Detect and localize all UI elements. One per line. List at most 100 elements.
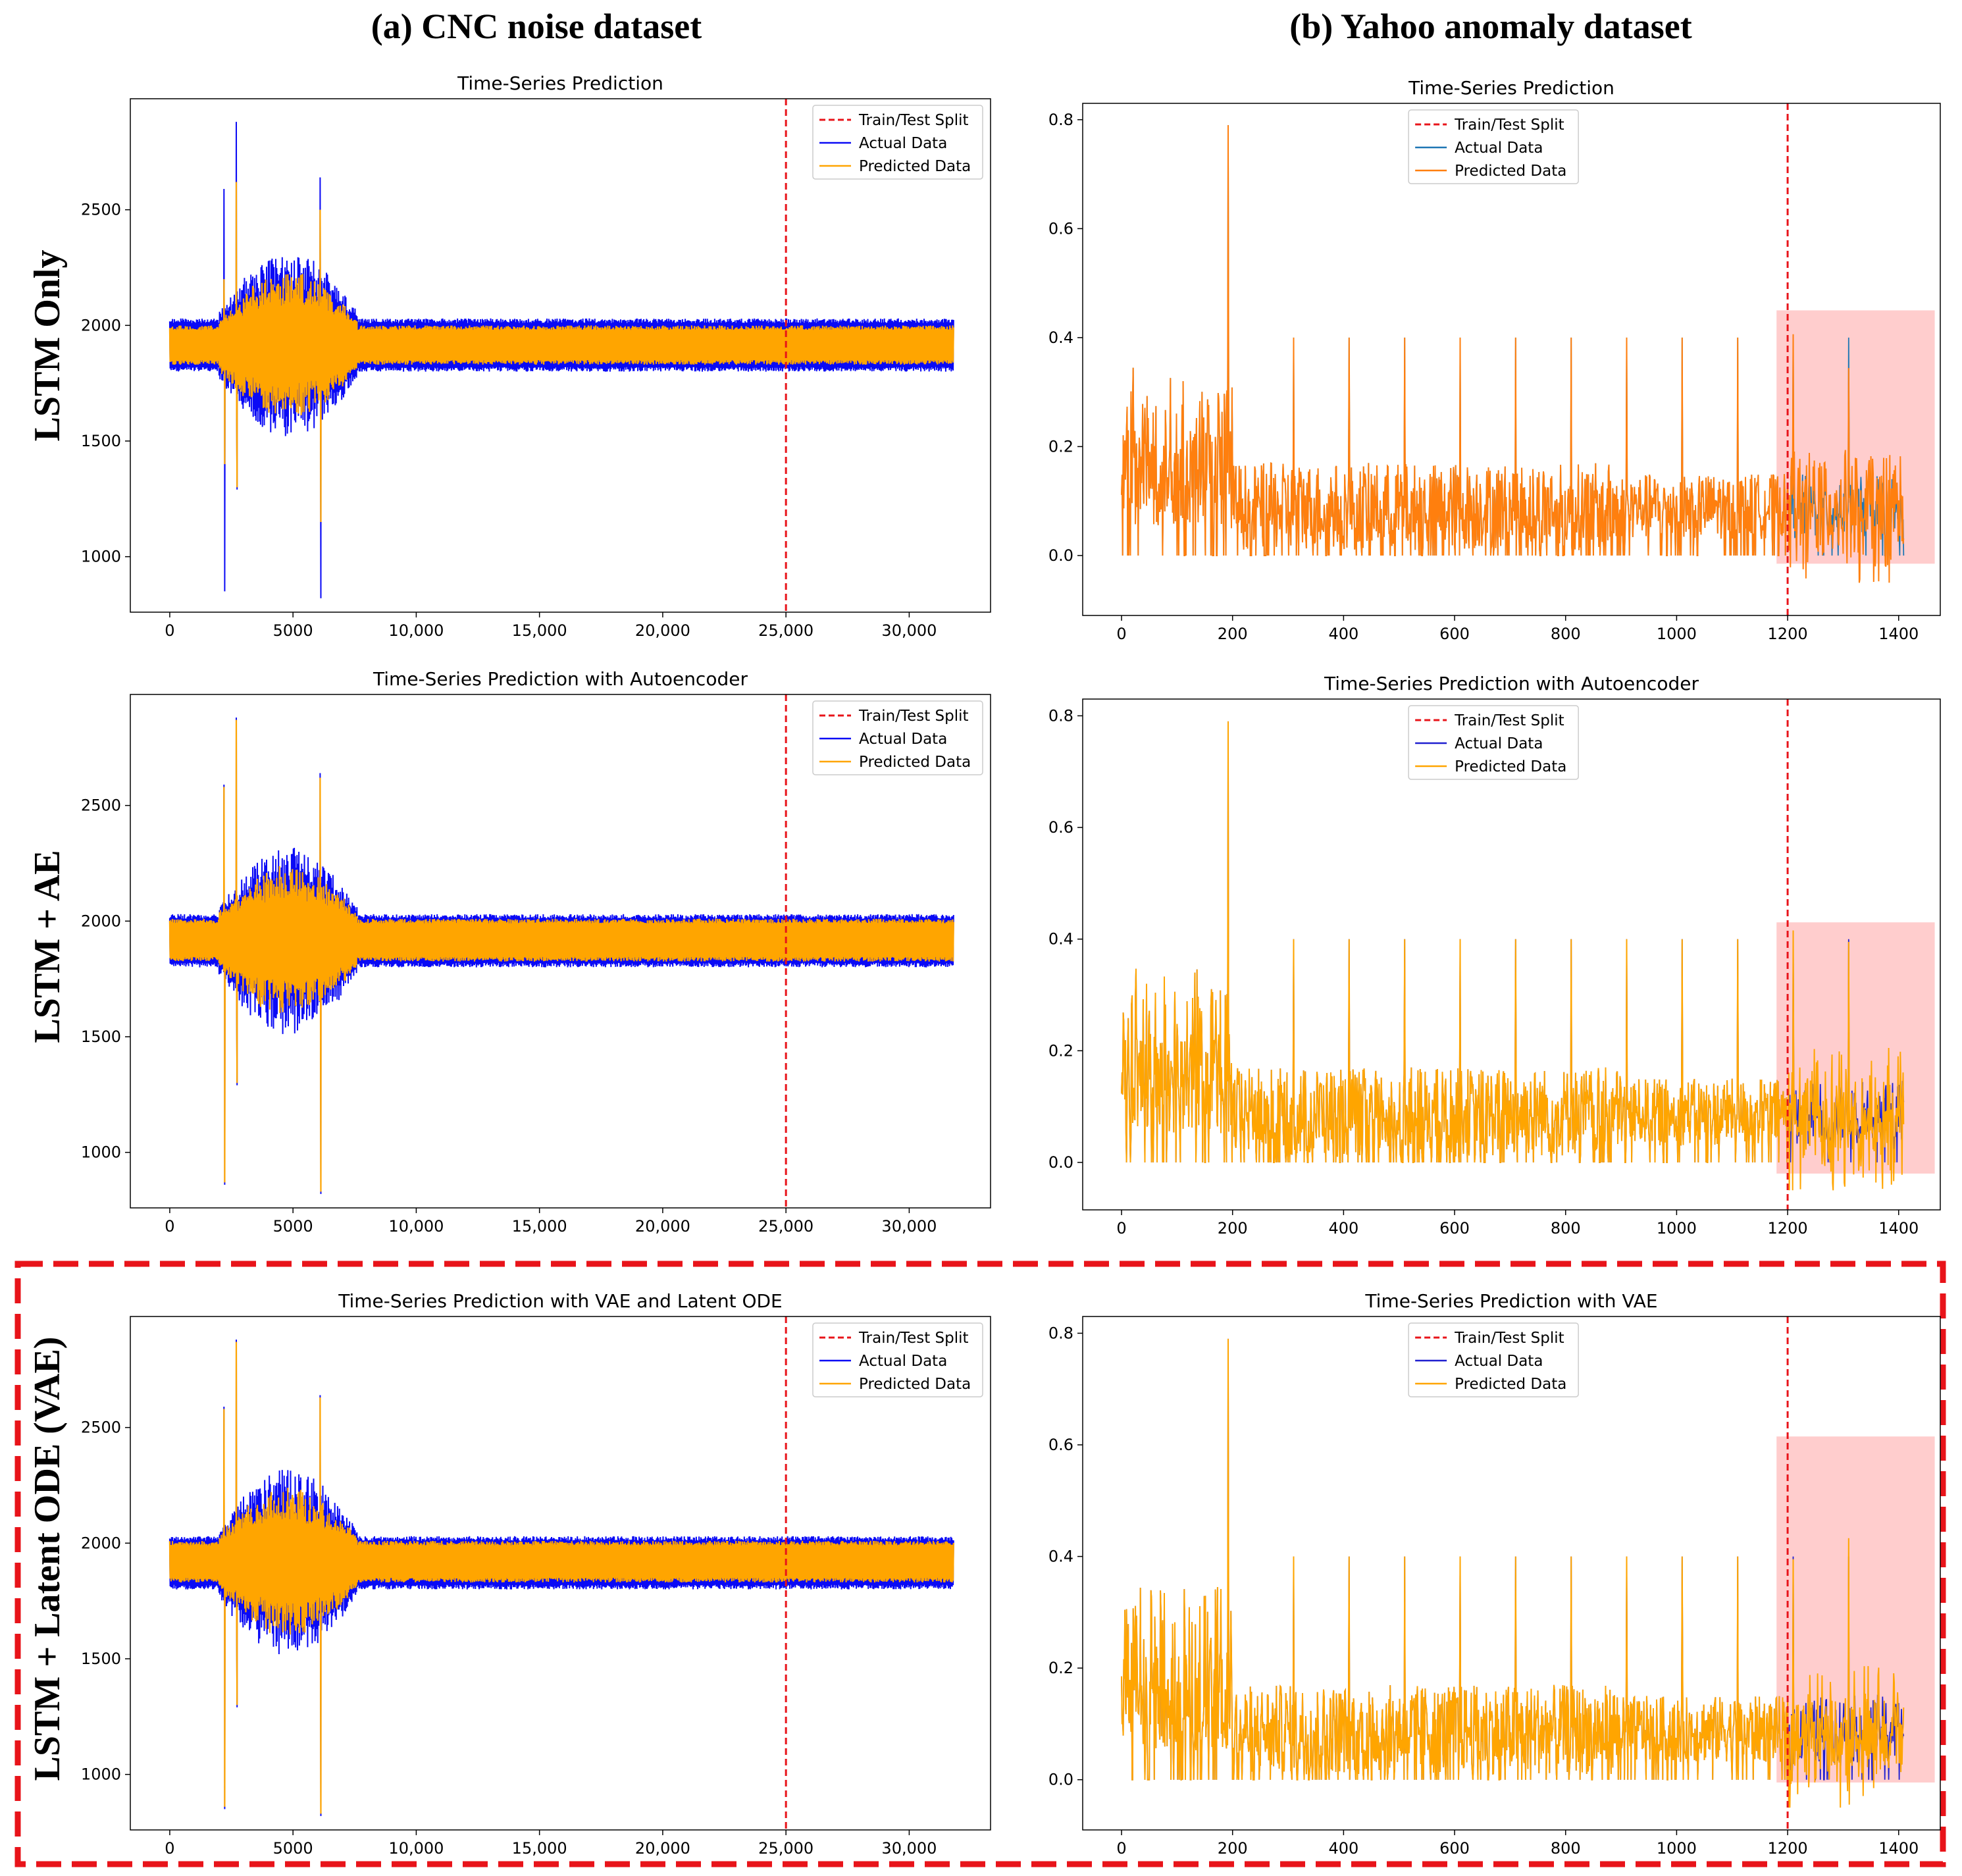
x-tick-label: 0 xyxy=(165,621,174,640)
x-tick-label: 600 xyxy=(1439,1839,1470,1858)
y-tick-label: 1500 xyxy=(81,432,121,450)
x-tick-label: 1200 xyxy=(1768,625,1808,643)
x-tick-label: 600 xyxy=(1439,625,1470,643)
x-tick-label: 600 xyxy=(1439,1219,1470,1238)
x-tick-label: 25,000 xyxy=(758,1217,813,1236)
chart-cnc-lstm-only: Time-Series Prediction 0 5000 10,000 15,000 2… xyxy=(81,72,991,640)
y-tick-label: 0.6 xyxy=(1048,818,1073,837)
plot-frame xyxy=(1082,698,1941,1211)
x-tick-label: 0 xyxy=(1116,1839,1126,1858)
x-tick-label: 800 xyxy=(1551,1219,1581,1238)
legend-entry-predicted: Predicted Data xyxy=(1455,758,1566,775)
x-tick-label: 0 xyxy=(1116,1219,1126,1238)
legend-entry-actual: Actual Data xyxy=(859,135,947,152)
x-tick-label: 30,000 xyxy=(881,1839,937,1858)
x-tick-label: 20,000 xyxy=(635,621,690,640)
x-tick-label: 0 xyxy=(1116,625,1126,643)
x-tick-label: 1000 xyxy=(1657,625,1697,643)
x-tick-label: 20,000 xyxy=(635,1217,690,1236)
x-tick-label: 1000 xyxy=(1657,1219,1697,1238)
chart-yahoo-lstm-ae: Time-Series Prediction with Autoencoder 0… xyxy=(1048,673,1941,1238)
chart-title: Time-Series Prediction with VAE and Late… xyxy=(338,1290,783,1312)
x-tick-label: 200 xyxy=(1218,1839,1248,1858)
x-tick-label: 10,000 xyxy=(388,621,444,640)
plot-frame xyxy=(130,694,991,1209)
x-tick-label: 1400 xyxy=(1878,1839,1919,1858)
y-tick-label: 0.2 xyxy=(1048,1041,1073,1060)
y-tick-label: 0.0 xyxy=(1048,546,1073,565)
y-tick-label: 1000 xyxy=(81,548,121,566)
series-predicted-line xyxy=(168,719,954,1192)
column-title-yahoo: (b) Yahoo anomaly dataset xyxy=(1289,7,1692,46)
y-tick-label: 0.6 xyxy=(1048,219,1073,238)
y-tick-label: 0.2 xyxy=(1048,1659,1073,1677)
y-tick-label: 0.2 xyxy=(1048,437,1073,456)
legend-entry-actual: Actual Data xyxy=(859,1353,947,1370)
series-predicted-line xyxy=(168,182,954,523)
x-tick-label: 20,000 xyxy=(635,1839,690,1858)
y-tick-label: 2500 xyxy=(81,796,121,815)
y-tick-label: 1500 xyxy=(81,1028,121,1046)
legend-entry-split: Train/Test Split xyxy=(1454,117,1564,134)
legend-entry-actual: Actual Data xyxy=(1455,140,1543,157)
row-label-lstm-only: LSTM Only xyxy=(27,250,68,442)
legend-box xyxy=(1408,705,1579,780)
x-tick-label: 400 xyxy=(1328,625,1358,643)
y-tick-label: 0.4 xyxy=(1048,328,1073,347)
legend-entry-predicted: Predicted Data xyxy=(1455,163,1566,180)
legend-entry-actual: Actual Data xyxy=(1455,1353,1543,1370)
legend-box xyxy=(812,700,983,775)
row-label-lstm-latent-ode: LSTM + Latent ODE (VAE) xyxy=(27,1337,68,1781)
chart-title: Time-Series Prediction with Autoencoder xyxy=(1324,673,1699,694)
x-tick-label: 800 xyxy=(1551,625,1581,643)
x-tick-label: 1400 xyxy=(1878,1219,1919,1238)
x-tick-label: 15,000 xyxy=(512,1839,567,1858)
highlight-dashed-frame xyxy=(14,1261,1946,1867)
chart-title: Time-Series Prediction xyxy=(457,72,663,94)
x-tick-label: 15,000 xyxy=(512,1217,567,1236)
y-tick-label: 0.4 xyxy=(1048,1548,1073,1566)
legend-entry-split: Train/Test Split xyxy=(858,708,969,725)
y-tick-label: 0.8 xyxy=(1048,1324,1073,1342)
x-tick-label: 200 xyxy=(1218,1219,1248,1238)
row-label-lstm-ae: LSTM + AE xyxy=(27,850,68,1043)
legend-entry-split: Train/Test Split xyxy=(1454,712,1564,729)
x-tick-label: 30,000 xyxy=(881,621,937,640)
column-title-cnc: (a) CNC noise dataset xyxy=(371,7,702,46)
y-tick-label: 0.0 xyxy=(1048,1153,1073,1172)
chart-title: Time-Series Prediction xyxy=(1408,77,1614,99)
chart-cnc-lstm-vae-latent-ode: Time-Series Prediction with VAE and Late… xyxy=(81,1290,991,1858)
chart-title: Time-Series Prediction with Autoencoder xyxy=(373,668,748,690)
y-tick-label: 1000 xyxy=(81,1143,121,1162)
x-tick-label: 5000 xyxy=(273,1217,313,1236)
legend-entry-predicted: Predicted Data xyxy=(1455,1376,1566,1393)
x-tick-label: 1200 xyxy=(1768,1219,1808,1238)
x-tick-label: 30,000 xyxy=(881,1217,937,1236)
legend-box xyxy=(812,1322,983,1397)
y-tick-label: 1000 xyxy=(81,1765,121,1784)
series-predicted-line xyxy=(168,1342,954,1814)
x-tick-label: 5000 xyxy=(273,1839,313,1858)
x-tick-label: 0 xyxy=(165,1839,174,1858)
x-tick-label: 1000 xyxy=(1657,1839,1697,1858)
x-tick-label: 1400 xyxy=(1878,625,1919,643)
x-tick-label: 15,000 xyxy=(512,621,567,640)
y-tick-label: 0.8 xyxy=(1048,111,1073,129)
y-tick-label: 2500 xyxy=(81,1419,121,1437)
y-tick-label: 2000 xyxy=(81,912,121,930)
legend-entry-predicted: Predicted Data xyxy=(859,158,971,175)
x-tick-label: 1200 xyxy=(1768,1839,1808,1858)
x-tick-label: 200 xyxy=(1218,625,1248,643)
x-tick-label: 10,000 xyxy=(388,1839,444,1858)
legend-entry-split: Train/Test Split xyxy=(858,112,969,129)
legend-entry-predicted: Predicted Data xyxy=(859,1376,971,1393)
y-tick-label: 0.0 xyxy=(1048,1771,1073,1789)
legend-entry-split: Train/Test Split xyxy=(1454,1330,1564,1347)
chart-title: Time-Series Prediction with VAE xyxy=(1364,1290,1657,1312)
chart-yahoo-lstm-vae: Time-Series Prediction with VAE 0 200 400 60… xyxy=(1048,1290,1941,1858)
legend-entry-predicted: Predicted Data xyxy=(859,754,971,771)
x-tick-label: 400 xyxy=(1328,1219,1358,1238)
plot-frame xyxy=(1082,1316,1941,1831)
legend-entry-split: Train/Test Split xyxy=(858,1330,969,1347)
